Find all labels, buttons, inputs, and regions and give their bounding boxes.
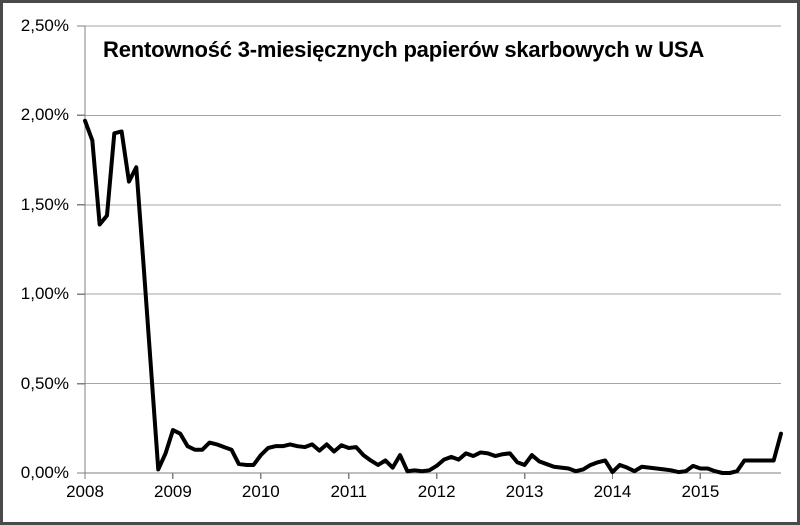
- y-tick-label: 1,00%: [20, 284, 69, 304]
- y-tick-label: 2,00%: [20, 105, 69, 125]
- y-tick-label: 0,00%: [20, 463, 69, 482]
- x-tick-label: 2013: [505, 482, 544, 501]
- data-line: [83, 118, 783, 475]
- x-tick-label: 2012: [417, 482, 456, 501]
- x-tick-label: 2010: [241, 482, 280, 501]
- x-tick-label: 2015: [681, 482, 720, 501]
- x-tick-label: 2011: [330, 482, 368, 501]
- chart-title: Rentowność 3-miesięcznych papierów skarb…: [103, 37, 705, 62]
- y-tick-label: 2,50%: [20, 16, 69, 35]
- y-tick-label: 1,50%: [20, 194, 69, 214]
- x-tick-label: 2008: [66, 482, 104, 501]
- y-tick-label: 0,50%: [20, 373, 69, 393]
- x-tick-label: 2014: [593, 482, 632, 501]
- x-tick-label: 2009: [153, 482, 192, 501]
- plot-area: [77, 25, 783, 479]
